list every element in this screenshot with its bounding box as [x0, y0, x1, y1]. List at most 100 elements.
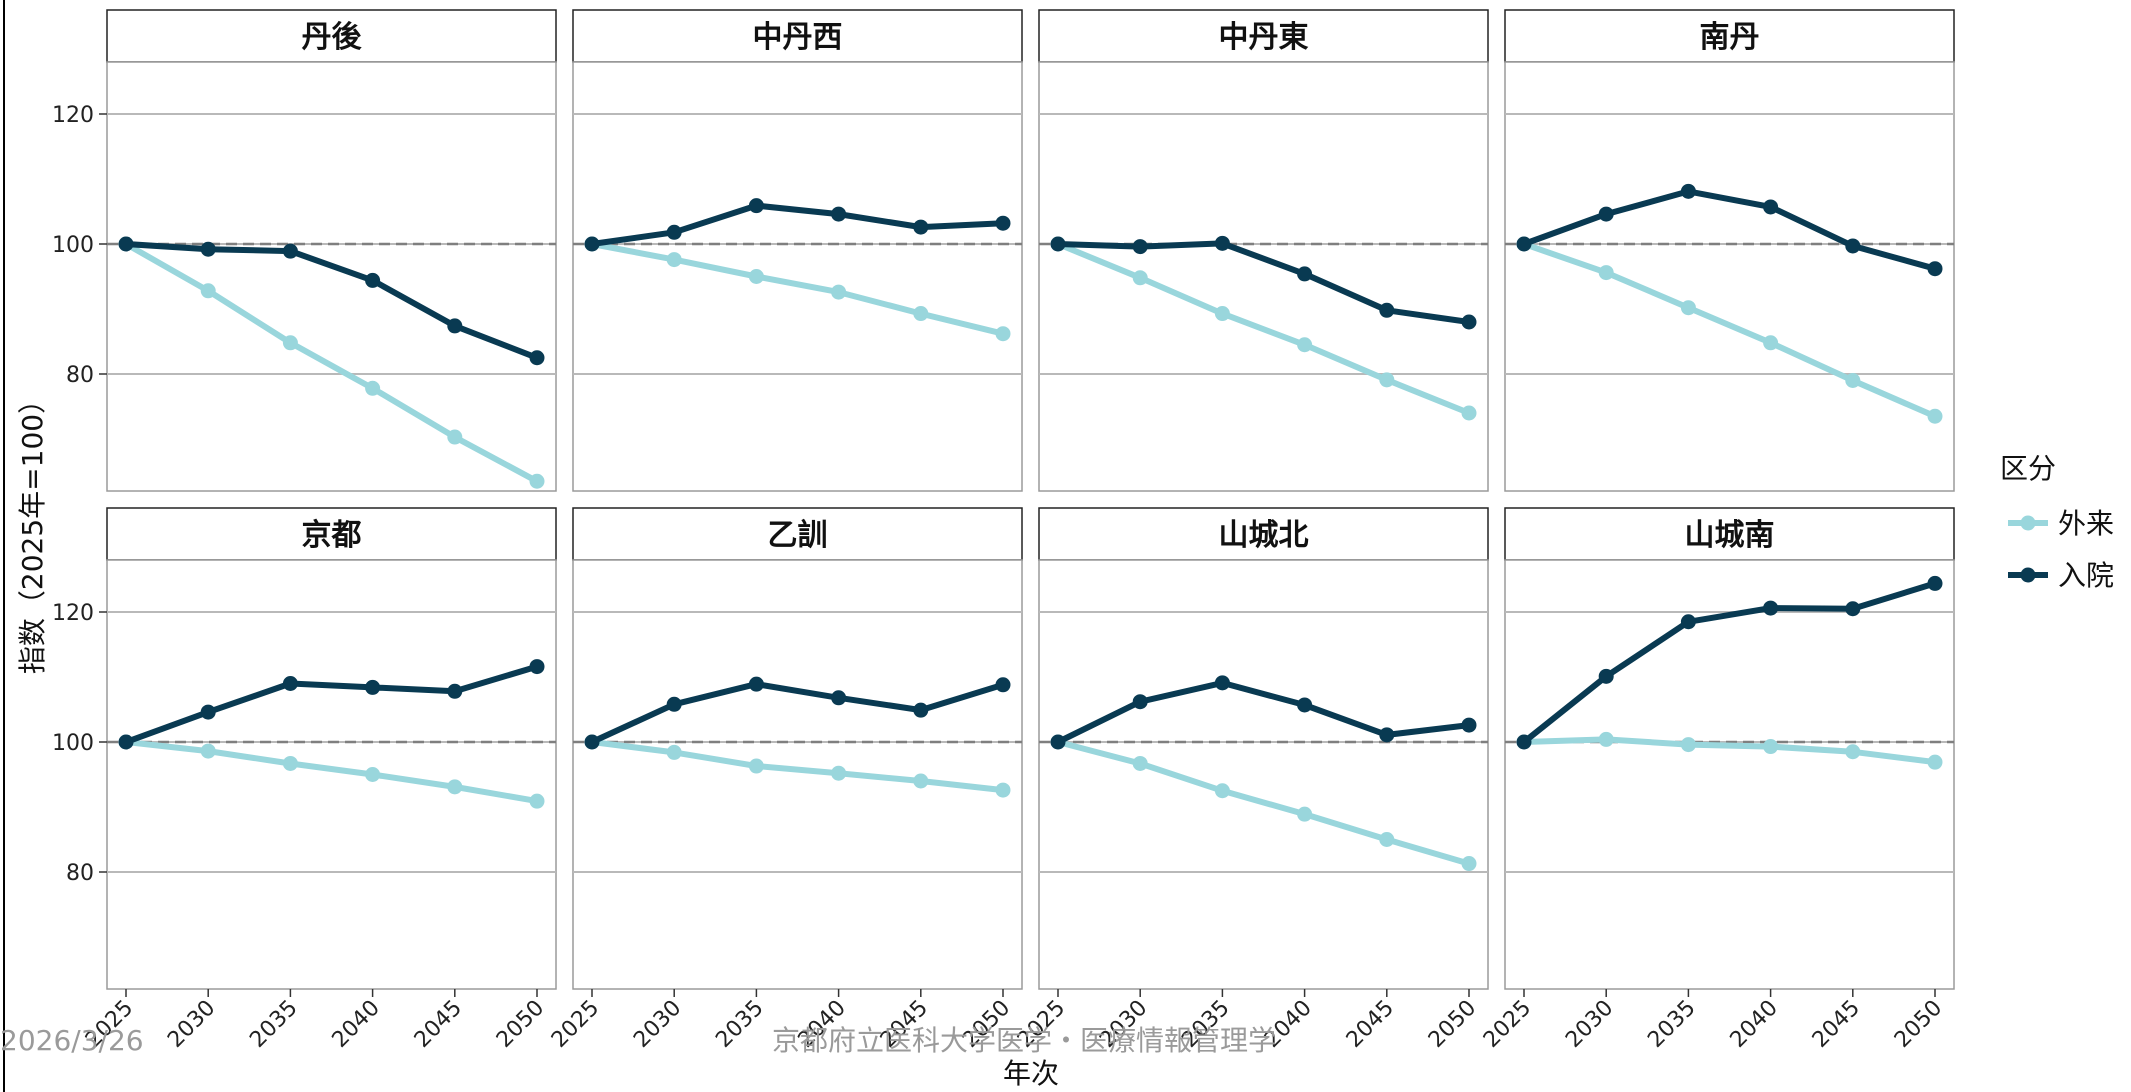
series-line: [1055, 739, 1472, 867]
data-point: [831, 765, 847, 781]
data-point: [995, 782, 1011, 798]
facet-title: 京都: [302, 518, 362, 553]
x-tick-label: 2045: [1342, 996, 1399, 1053]
facet-title: 山城北: [1219, 518, 1309, 553]
series-line: [123, 241, 540, 485]
series-line: [123, 241, 540, 361]
x-tick-label: 2045: [410, 996, 467, 1053]
data-point: [913, 219, 929, 235]
data-point: [365, 272, 381, 288]
data-point: [1927, 754, 1943, 770]
facet-strip: [572, 9, 1023, 63]
data-point: [1763, 199, 1779, 215]
data-point: [995, 326, 1011, 342]
data-point: [1297, 266, 1313, 282]
x-tick-label: 2050: [492, 996, 549, 1053]
data-point: [1598, 206, 1614, 222]
series-line: [1055, 679, 1472, 745]
plot-area: [1038, 559, 1489, 990]
x-tick-label: 2025: [1479, 996, 1536, 1053]
x-tick-label: 2025: [547, 996, 604, 1053]
facet-panel: 中丹西: [572, 9, 1023, 492]
series-line: [589, 241, 1006, 337]
facet-title: 山城南: [1685, 518, 1775, 553]
data-point: [1132, 755, 1148, 771]
data-point: [1845, 238, 1861, 254]
data-point: [748, 676, 764, 692]
legend-entry: 外来: [2008, 507, 2114, 540]
data-point: [1050, 734, 1066, 750]
facet-strip: [572, 507, 1023, 561]
data-point: [666, 744, 682, 760]
data-point: [1461, 717, 1477, 733]
data-point: [529, 659, 545, 675]
data-point: [200, 283, 216, 299]
data-point: [584, 734, 600, 750]
x-tick-label: 2035: [1643, 996, 1700, 1053]
data-point: [200, 704, 216, 720]
plot-area: [106, 559, 557, 990]
data-point: [529, 793, 545, 809]
data-point: [365, 679, 381, 695]
x-tick-label: 2050: [1890, 996, 1947, 1053]
data-point: [831, 206, 847, 222]
plot-area: [1038, 61, 1489, 492]
data-point: [1927, 408, 1943, 424]
y-tick-label: 100: [52, 233, 94, 258]
facet-strip: [1038, 9, 1489, 63]
data-point: [447, 779, 463, 795]
data-point: [118, 734, 134, 750]
data-point: [365, 767, 381, 782]
x-tick-label: 2030: [629, 996, 686, 1053]
facet-strip: [1038, 507, 1489, 561]
data-point: [447, 318, 463, 334]
facet-panel: 山城南: [1504, 507, 1955, 990]
data-point: [1132, 239, 1148, 255]
legend-entry: 入院: [2008, 559, 2114, 592]
data-point: [1680, 737, 1696, 753]
series-line: [1521, 188, 1938, 272]
data-point: [1927, 261, 1943, 277]
data-point: [1516, 734, 1532, 750]
x-tick-label: 2030: [163, 996, 220, 1053]
facet-title: 丹後: [302, 20, 363, 55]
facet-panel: 丹後: [106, 9, 557, 492]
data-point: [1598, 731, 1614, 747]
data-point: [1845, 601, 1861, 617]
y-tick-label: 120: [52, 601, 94, 626]
data-point: [1461, 405, 1477, 421]
data-point: [1845, 744, 1861, 760]
data-point: [200, 743, 216, 759]
y-tick-labels: 80 100 120 80 100 120: [52, 103, 107, 886]
facet-panel: 乙訓: [572, 507, 1023, 990]
data-point: [1598, 668, 1614, 684]
series-line: [589, 681, 1006, 745]
y-axis-title: 指数（2025年=100）: [16, 386, 49, 674]
data-point: [1297, 806, 1313, 822]
series-line: [589, 739, 1006, 794]
facet-title: 南丹: [1700, 20, 1760, 55]
data-point: [1516, 236, 1532, 252]
series-line: [1521, 580, 1938, 745]
facet-panel: 京都: [106, 507, 557, 990]
data-point: [1845, 373, 1861, 388]
series-line: [1521, 736, 1938, 766]
facet-strip: [106, 507, 557, 561]
data-point: [666, 696, 682, 712]
series-line: [1055, 241, 1472, 416]
legend-label: 外来: [2058, 507, 2114, 540]
data-point: [447, 429, 463, 445]
data-point: [1214, 675, 1230, 691]
data-point: [447, 683, 463, 699]
data-point: [913, 773, 929, 789]
plot-area: [572, 61, 1023, 492]
x-tick-label: 2030: [1561, 996, 1618, 1053]
legend-label: 入院: [2058, 559, 2114, 592]
data-point: [200, 241, 216, 257]
x-tick-label: 2045: [1808, 996, 1865, 1053]
facet-title: 中丹西: [753, 20, 843, 55]
data-point: [282, 676, 298, 691]
series-line: [589, 202, 1006, 247]
data-point: [748, 269, 764, 284]
